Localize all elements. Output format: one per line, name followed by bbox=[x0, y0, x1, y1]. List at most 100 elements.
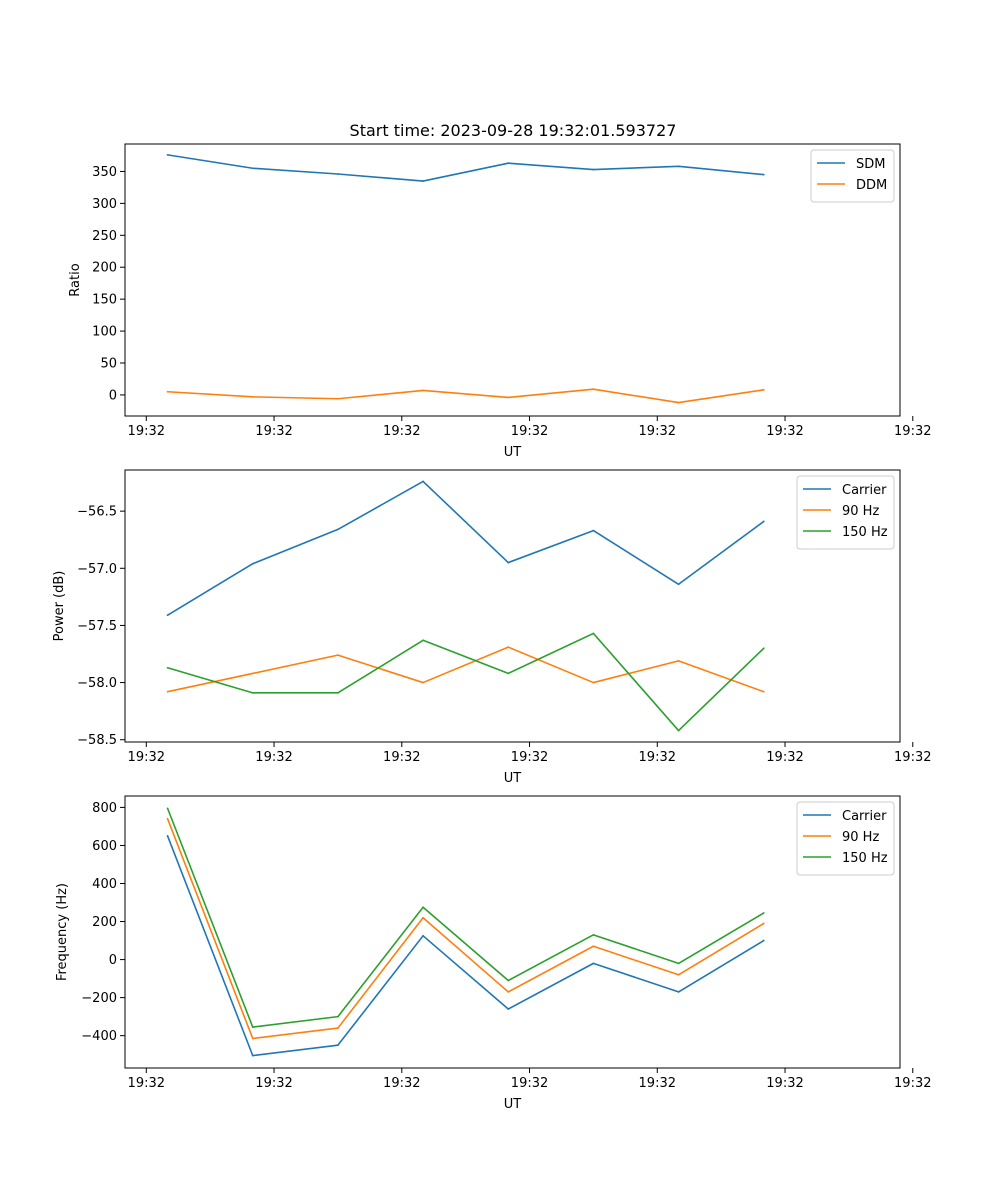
x-tick-label: 19:32 bbox=[511, 750, 548, 765]
data-point bbox=[251, 672, 254, 675]
data-point bbox=[166, 690, 169, 693]
data-point bbox=[677, 583, 680, 586]
chart-panel-3: 19:3219:3219:3219:3219:3219:3219:3219:33… bbox=[55, 795, 932, 1112]
data-point bbox=[337, 397, 339, 400]
data-point bbox=[677, 729, 680, 732]
data-point bbox=[422, 480, 424, 483]
y-axis-label: Ratio bbox=[68, 263, 83, 296]
x-tick-label: 19:32 bbox=[894, 1076, 931, 1091]
data-point bbox=[422, 639, 424, 642]
data-point bbox=[422, 934, 424, 937]
data-point bbox=[507, 979, 510, 982]
x-tick-label: 19:32 bbox=[128, 1076, 165, 1091]
x-tick-label: 19:32 bbox=[894, 424, 931, 439]
y-tick-label: −57.0 bbox=[77, 562, 117, 577]
y-tick-label: −400 bbox=[81, 1029, 117, 1044]
series-line-ddm bbox=[167, 388, 764, 404]
legend-label: 90 Hz bbox=[842, 504, 879, 519]
x-tick-label: 19:32 bbox=[639, 424, 676, 439]
y-tick-label: 100 bbox=[92, 325, 117, 340]
data-point bbox=[337, 173, 339, 175]
data-point bbox=[677, 401, 680, 404]
x-tick-label: 19:32 bbox=[255, 750, 292, 765]
data-point bbox=[592, 933, 595, 936]
series-line-carrier bbox=[167, 480, 765, 616]
y-tick-label: −58.0 bbox=[77, 676, 117, 691]
data-point bbox=[166, 390, 169, 393]
legend-label: Carrier bbox=[842, 809, 887, 824]
data-point bbox=[337, 1015, 339, 1018]
data-point bbox=[422, 180, 424, 182]
data-point bbox=[251, 1054, 254, 1057]
x-tick-label: 19:32 bbox=[766, 1076, 803, 1091]
legend-label: 150 Hz bbox=[842, 525, 888, 540]
data-point bbox=[422, 681, 424, 684]
data-point bbox=[762, 520, 765, 523]
x-tick-label: 19:32 bbox=[383, 1076, 420, 1091]
y-axis-label: Frequency (Hz) bbox=[55, 883, 70, 981]
y-tick-label: 250 bbox=[92, 229, 117, 244]
data-point bbox=[507, 561, 510, 564]
legend-label: 90 Hz bbox=[842, 830, 879, 845]
y-tick-label: 300 bbox=[92, 197, 117, 212]
x-tick-label: 19:32 bbox=[383, 424, 420, 439]
axes-frame bbox=[124, 143, 901, 417]
series-line-90-hz bbox=[167, 646, 765, 693]
legend: Carrier 90 Hz 150 Hz bbox=[796, 801, 895, 876]
data-point bbox=[422, 906, 424, 909]
data-point bbox=[677, 991, 680, 993]
y-tick-label: 200 bbox=[92, 261, 117, 276]
data-point bbox=[507, 991, 510, 993]
y-tick-label: 150 bbox=[92, 293, 117, 308]
data-point bbox=[337, 528, 339, 531]
x-tick-label: 19:32 bbox=[383, 750, 420, 765]
data-point bbox=[422, 389, 424, 392]
data-point bbox=[592, 632, 595, 635]
legend: SDM DDM bbox=[810, 149, 895, 203]
panels: 19:3219:3219:3219:3219:3219:3219:3219:33… bbox=[52, 143, 932, 1112]
y-tick-label: 400 bbox=[92, 877, 117, 892]
y-tick-label: 600 bbox=[92, 839, 117, 854]
data-point bbox=[592, 681, 595, 684]
x-tick-label: 19:32 bbox=[639, 750, 676, 765]
data-point bbox=[762, 173, 765, 176]
data-point bbox=[762, 912, 765, 914]
y-tick-label: 0 bbox=[109, 953, 117, 968]
x-tick-label: 19:32 bbox=[128, 750, 165, 765]
x-tick-label: 19:32 bbox=[511, 424, 548, 439]
x-tick-label: 19:32 bbox=[255, 424, 292, 439]
data-point bbox=[166, 614, 169, 617]
data-point bbox=[422, 916, 424, 919]
data-point bbox=[507, 646, 510, 649]
data-point bbox=[592, 529, 595, 532]
data-point bbox=[251, 395, 254, 398]
data-point bbox=[592, 388, 595, 391]
data-point bbox=[677, 973, 680, 976]
x-tick-label: 19:32 bbox=[255, 1076, 292, 1091]
chart-panel-1: 19:3219:3219:3219:3219:3219:3219:3219:33… bbox=[68, 143, 932, 460]
data-point bbox=[507, 396, 510, 399]
data-point bbox=[762, 388, 765, 391]
data-point bbox=[251, 1037, 254, 1040]
data-point bbox=[762, 939, 765, 942]
data-point bbox=[762, 690, 765, 693]
data-point bbox=[592, 168, 595, 171]
series-line-90-hz bbox=[166, 818, 765, 1040]
data-point bbox=[166, 153, 169, 156]
chart-panel-2: 19:3219:3219:3219:3219:3219:3219:3219:33… bbox=[52, 469, 932, 786]
legend-label: 150 Hz bbox=[842, 851, 888, 866]
series-line-sdm bbox=[167, 154, 764, 182]
legend: Carrier 90 Hz 150 Hz bbox=[796, 475, 895, 550]
data-point bbox=[677, 659, 680, 662]
y-tick-label: −200 bbox=[81, 991, 117, 1006]
data-point bbox=[762, 922, 765, 925]
x-tick-label: 19:32 bbox=[766, 424, 803, 439]
data-point bbox=[337, 654, 339, 657]
x-tick-label: 19:32 bbox=[511, 1076, 548, 1091]
legend-label: SDM bbox=[856, 157, 885, 172]
data-point bbox=[166, 666, 169, 669]
axes-frame bbox=[124, 469, 901, 743]
legend-label: Carrier bbox=[842, 483, 887, 498]
data-point bbox=[166, 835, 169, 837]
